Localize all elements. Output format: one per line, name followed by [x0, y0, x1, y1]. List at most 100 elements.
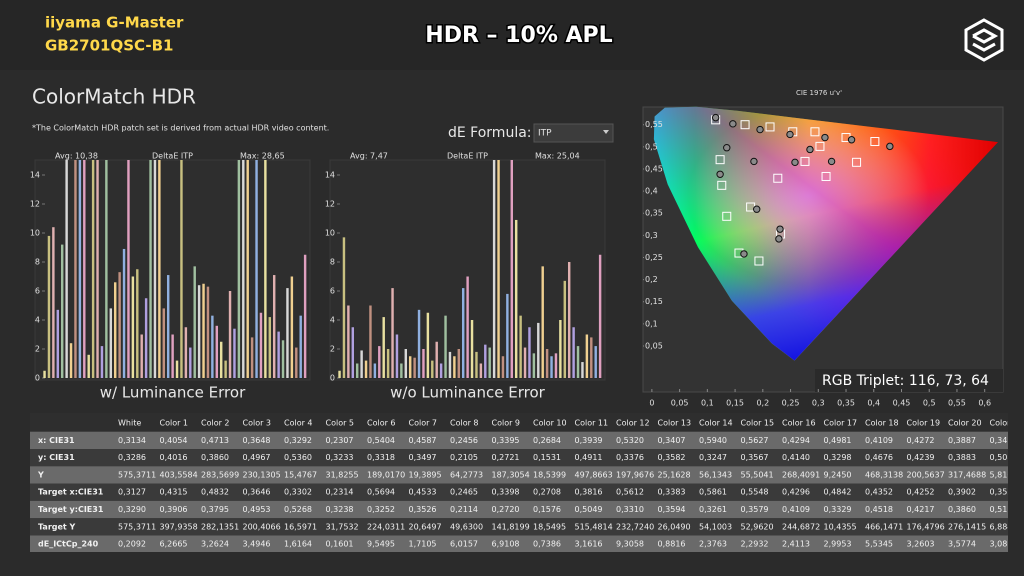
target-point [722, 211, 732, 221]
dropdown-box[interactable] [533, 123, 614, 143]
row-label: Y [37, 470, 44, 479]
chart-max: Max: 25,04 [535, 152, 580, 161]
bar [382, 317, 385, 378]
table-cell: 0,5940 [699, 436, 727, 445]
chart-caption: w/ Luminance Error [100, 384, 246, 402]
table-cell: 0,4016 [160, 453, 188, 462]
target-point [773, 173, 783, 183]
bar [475, 351, 478, 378]
table-cell: 0,3582 [658, 453, 686, 462]
column-header: Color 10 [533, 419, 567, 428]
bar [250, 337, 254, 378]
table-cell: 0,4953 [243, 505, 271, 514]
formula-dropdown[interactable]: ITP [533, 123, 614, 143]
bar [113, 282, 117, 378]
table-cell: 0,2307 [326, 436, 354, 445]
bar [550, 356, 553, 378]
bar [373, 363, 377, 378]
measured-point [847, 136, 856, 144]
table-cell: 197,9676 [616, 470, 654, 479]
brand: iiyama G-Master [45, 14, 184, 32]
column-header: Color 1 [160, 419, 189, 428]
table-cell: 0,3648 [243, 436, 271, 445]
target-point [800, 156, 810, 166]
bar [400, 363, 403, 378]
y-tick-label: 0,45 [645, 164, 663, 173]
table-cell: 0,5627 [741, 436, 769, 445]
bar [47, 235, 51, 378]
bar [211, 315, 214, 378]
bar [342, 237, 346, 378]
bar [60, 244, 64, 378]
x-tick-label: 0,2 [756, 399, 769, 408]
table-cell: 0,5360 [284, 453, 312, 462]
x-tick-label: 0,25 [782, 399, 800, 408]
table-cell: 0,3318 [367, 453, 395, 462]
bar [131, 276, 135, 378]
table-cell: 0,2314 [326, 488, 354, 497]
y-tick-label: 0,1 [645, 319, 658, 328]
table-cell: 1,6164 [284, 540, 312, 549]
bar [541, 266, 544, 378]
bar [158, 160, 161, 378]
bar [347, 305, 350, 378]
bar [237, 160, 241, 379]
table-cell: 20,6497 [409, 522, 442, 531]
y-tick-label: 12 [30, 200, 40, 209]
table-cell: 0,3302 [284, 488, 312, 497]
table-cell: 0,3310 [616, 505, 644, 514]
table-cell: 0,4518 [865, 505, 893, 514]
bar [255, 160, 258, 378]
bar [369, 305, 372, 378]
table-cell: 18,5399 [533, 470, 566, 479]
bar [91, 160, 95, 378]
table-cell: 0,4239 [907, 453, 935, 462]
table-cell: 0,1601 [326, 540, 354, 549]
table: White Color 1 Color 2 Color 3 Color 4 Color 5… [30, 419, 1013, 552]
dropdown-value[interactable]: ITP [538, 129, 552, 139]
bar [136, 269, 139, 378]
table-cell: 15,4767 [284, 470, 317, 479]
measured-point [740, 250, 748, 258]
measured-point [756, 125, 764, 134]
table-cell: 0,3594 [658, 505, 686, 514]
table-cell: 0,3329 [824, 505, 852, 514]
y-tick-label: 0,35 [645, 209, 663, 218]
table-cell: 0,8816 [658, 540, 686, 549]
bar [299, 315, 302, 378]
table-cell: 2,9953 [824, 540, 852, 549]
column-header: White [118, 419, 141, 428]
bar [554, 353, 558, 378]
bar [69, 343, 73, 378]
bar [109, 308, 113, 378]
chart-caption: w/o Luminance Error [390, 384, 545, 402]
x-tick-label: 0,5 [923, 399, 936, 408]
bar [567, 262, 571, 378]
bar [303, 254, 307, 378]
y-tick-label: 10 [30, 229, 40, 238]
table-cell: 0,3567 [741, 453, 769, 462]
bar [100, 346, 104, 378]
y-tick-label: 0 [35, 374, 40, 383]
bar [528, 327, 531, 378]
table-cell: 0,3238 [326, 505, 354, 514]
table-cell: 0,4967 [243, 453, 271, 462]
bar [65, 160, 68, 378]
bar [514, 219, 518, 378]
table-cell: 397,9358 [160, 522, 198, 531]
table-cell: 9,2450 [824, 470, 852, 479]
measured-point [750, 157, 758, 166]
bar [470, 320, 474, 378]
table-cell: 0,3860 [948, 505, 976, 514]
table-cell: 25,1628 [658, 470, 691, 479]
row-label: dE_ICtCp_240 [38, 540, 99, 549]
table-cell: 3,2624 [201, 540, 229, 549]
bar [545, 349, 549, 378]
bar [224, 360, 227, 378]
table-cell: 0,511 [990, 505, 1013, 514]
table-cell: 1,7105 [409, 540, 437, 549]
bar [193, 266, 196, 378]
table-cell: 276,1415 [948, 522, 986, 531]
dropdown-arrow[interactable] [603, 130, 609, 134]
